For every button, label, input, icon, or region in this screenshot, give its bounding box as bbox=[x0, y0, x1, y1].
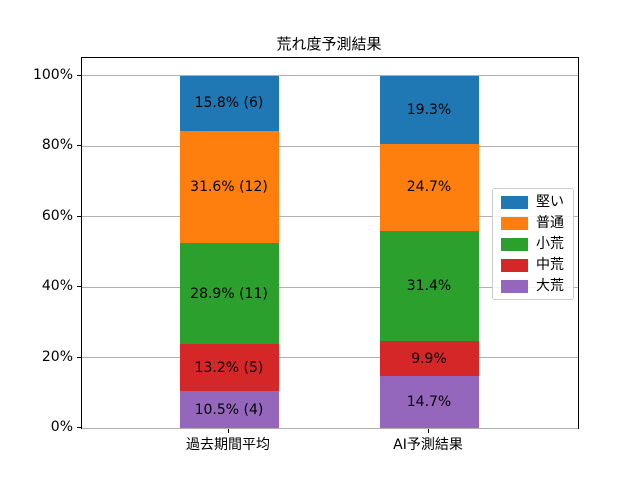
legend-swatch bbox=[501, 237, 528, 251]
y-tick-mark bbox=[77, 286, 81, 288]
y-tick-mark bbox=[77, 74, 81, 76]
bar-segment: 31.4% bbox=[379, 230, 479, 342]
bar-segment: 9.9% bbox=[379, 341, 479, 377]
legend-entry: 大荒 bbox=[501, 279, 564, 293]
gridline bbox=[82, 357, 578, 359]
gridline bbox=[82, 216, 578, 218]
bar-segment: 15.8% (6) bbox=[179, 75, 279, 132]
y-tick-mark bbox=[77, 427, 81, 428]
gridline bbox=[82, 427, 578, 429]
x-tick-mark bbox=[428, 429, 429, 433]
chart-title: 荒れ度予測結果 bbox=[276, 35, 382, 53]
legend-label: 堅い bbox=[536, 194, 564, 210]
legend-label: 小荒 bbox=[536, 236, 564, 252]
bar-segment: 19.3% bbox=[379, 75, 479, 144]
legend-swatch bbox=[501, 216, 528, 230]
bar-segment-label: 10.5% (4) bbox=[194, 401, 264, 418]
bar-segment-label: 31.6% (12) bbox=[190, 178, 268, 195]
bar-segment: 14.7% bbox=[379, 376, 479, 428]
legend-entry: 堅い bbox=[501, 195, 564, 209]
bar-segment-label: 19.3% bbox=[406, 101, 452, 118]
x-axis-category-label: 過去期間平均 bbox=[186, 437, 270, 453]
x-axis-category-label: AI予測結果 bbox=[393, 437, 463, 453]
bar-segment-label: 13.2% (5) bbox=[194, 359, 264, 376]
bar-segment-label: 9.9% bbox=[411, 350, 447, 367]
y-tick-mark bbox=[77, 215, 81, 217]
gridline bbox=[82, 286, 578, 288]
y-tick-mark bbox=[77, 145, 81, 147]
legend-label: 大荒 bbox=[536, 278, 564, 294]
y-tick-mark bbox=[77, 356, 81, 358]
plot-area: 10.5% (4) 13.2% (5) 28.9% (11) 31.6% (12) 15… bbox=[81, 57, 579, 429]
legend: 堅い普通小荒中荒大荒 bbox=[492, 188, 574, 300]
bar-segment: 13.2% (5) bbox=[179, 344, 279, 391]
y-axis-tick-label: 60% bbox=[41, 207, 73, 224]
bar-segment-label: 28.9% (11) bbox=[190, 285, 268, 302]
bar-segment: 10.5% (4) bbox=[179, 391, 279, 428]
bar-segment: 28.9% (11) bbox=[179, 242, 279, 345]
legend-swatch bbox=[501, 258, 528, 272]
gridline bbox=[82, 145, 578, 147]
gridline bbox=[82, 75, 578, 77]
bar-segment: 31.6% (12) bbox=[179, 131, 279, 243]
legend-entry: 小荒 bbox=[501, 237, 564, 251]
bar-segment-label: 15.8% (6) bbox=[194, 95, 264, 112]
y-axis-tick-label: 20% bbox=[41, 348, 73, 365]
bar-segment-label: 24.7% bbox=[406, 179, 452, 196]
bar-segment: 24.7% bbox=[379, 143, 479, 231]
legend-label: 普通 bbox=[536, 215, 564, 231]
legend-swatch bbox=[501, 279, 528, 293]
bar-segment-label: 14.7% bbox=[406, 394, 452, 411]
legend-entry: 普通 bbox=[501, 216, 564, 230]
y-axis-tick-label: 0% bbox=[50, 419, 73, 435]
bar-segment-label: 31.4% bbox=[406, 277, 452, 294]
x-tick-mark bbox=[228, 429, 229, 433]
y-axis-tick-label: 100% bbox=[32, 66, 73, 83]
y-axis-tick-label: 40% bbox=[41, 278, 73, 295]
y-axis-tick-label: 80% bbox=[41, 137, 73, 154]
legend-swatch bbox=[501, 195, 528, 209]
legend-label: 中荒 bbox=[536, 257, 564, 273]
legend-entry: 中荒 bbox=[501, 258, 564, 272]
